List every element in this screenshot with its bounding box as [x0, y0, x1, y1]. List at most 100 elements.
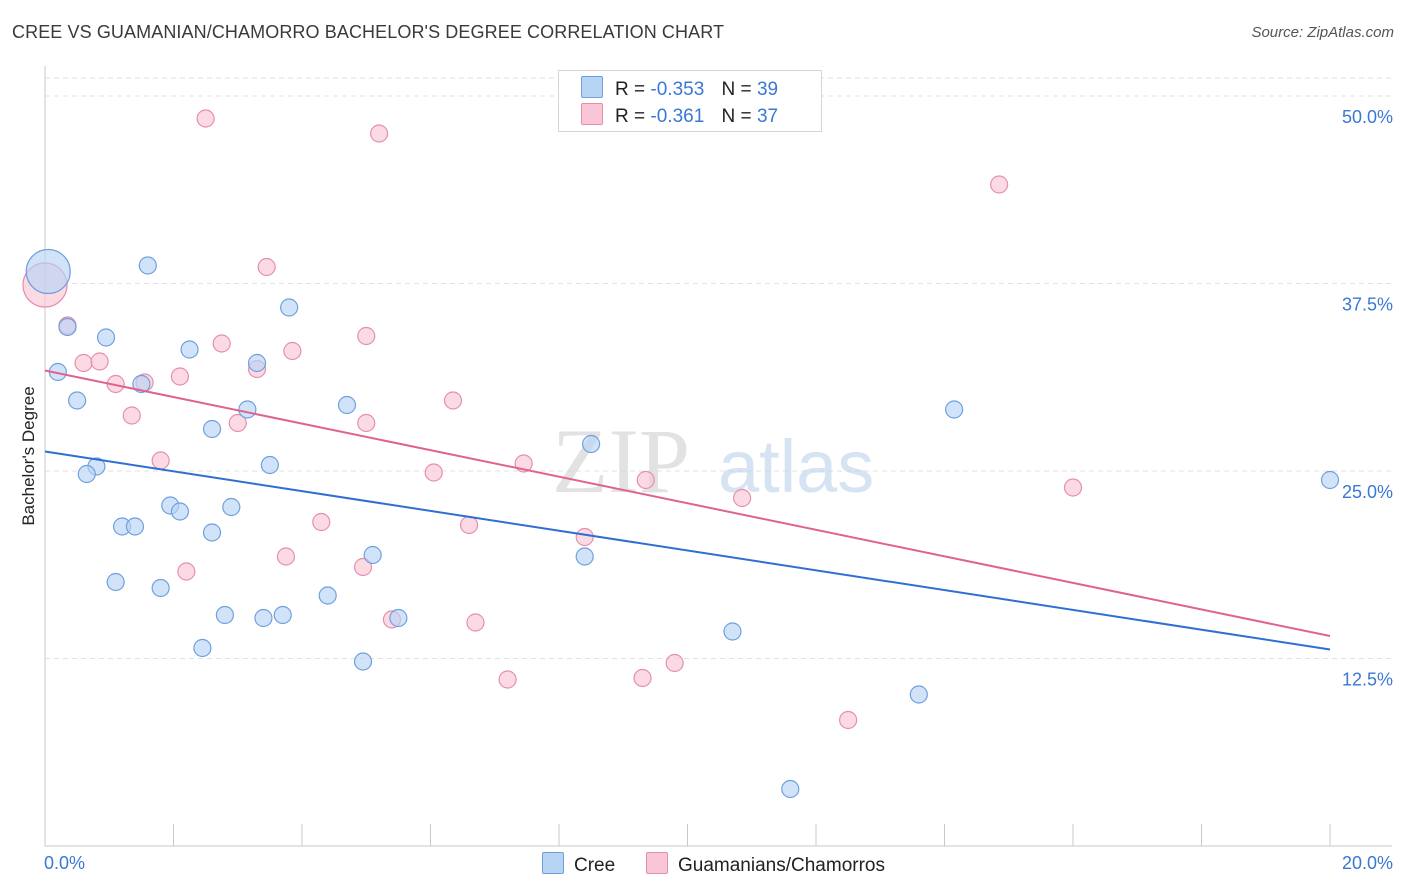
n-label: N =: [721, 79, 752, 100]
cree-point: [215, 605, 234, 625]
guam-point: [466, 613, 485, 632]
n-label: N =: [721, 106, 752, 127]
y-tick-label: 37.5%: [1342, 295, 1393, 315]
y-tick-label: 25.0%: [1342, 482, 1393, 502]
cree-trend-line: [44, 450, 1331, 651]
guam-point: [424, 463, 443, 482]
cree-point: [389, 608, 408, 628]
cree-point: [151, 578, 170, 598]
legend-item-cree[interactable]: Cree: [542, 852, 615, 877]
guam-point: [312, 512, 331, 532]
cree-point: [318, 586, 337, 605]
guam-point: [498, 670, 517, 689]
series-legend: Cree Guamanians/Chamorros: [0, 852, 1406, 876]
guam-point: [839, 710, 858, 730]
cree-point: [125, 517, 145, 536]
cree-point: [353, 652, 373, 671]
guam-trend-line: [44, 369, 1331, 637]
cree-swatch: [581, 76, 603, 98]
legend-label-cree: Cree: [574, 855, 616, 876]
guam-point: [122, 406, 141, 425]
guam-point: [228, 413, 247, 433]
stats-legend: R = -0.353 N = 39 R = -0.361 N = 37: [558, 70, 822, 132]
r-label: R =: [615, 79, 646, 100]
x-tick-label-min: 0.0%: [44, 853, 85, 873]
chart-title: CREE VS GUAMANIAN/CHAMORRO BACHELOR'S DE…: [12, 22, 725, 42]
guam-point: [151, 451, 170, 470]
guam-point: [283, 341, 302, 361]
points-layer: [22, 109, 1340, 799]
guam-point: [353, 557, 373, 577]
cree-point: [1320, 470, 1340, 490]
cree-point: [238, 400, 257, 419]
cree-point: [945, 400, 964, 419]
guam-point: [357, 326, 376, 346]
cree-point: [363, 545, 382, 565]
guam-point: [459, 515, 479, 535]
guam-point: [90, 352, 109, 371]
cree-point: [193, 638, 212, 658]
guam-point: [990, 175, 1009, 194]
guam-point: [665, 653, 684, 673]
watermark: ZIP atlas: [552, 410, 874, 512]
r-value: -0.353: [650, 79, 705, 100]
y-tick-label: 12.5%: [1342, 670, 1393, 690]
y-tick-label: 50.0%: [1342, 107, 1393, 127]
cree-point: [575, 547, 594, 566]
cree-point: [247, 353, 267, 373]
cree-point: [106, 572, 125, 592]
guam-swatch: [581, 103, 603, 125]
guam-point: [443, 391, 463, 410]
cree-point: [202, 419, 222, 439]
grid-layer: [45, 77, 1392, 659]
guam-point: [276, 547, 296, 566]
cree-point: [222, 497, 241, 517]
guam-point: [633, 668, 652, 688]
cree-swatch: [542, 852, 564, 874]
cree-point: [202, 523, 222, 542]
guam-point: [170, 367, 190, 386]
cree-point: [909, 685, 928, 704]
source-label: Source: ZipAtlas.com: [1251, 24, 1394, 41]
guam-point: [212, 334, 231, 353]
guam-point: [74, 353, 93, 373]
cree-point: [96, 328, 116, 347]
cree-point: [25, 248, 71, 295]
guam-point: [575, 527, 594, 547]
r-label: R =: [615, 106, 646, 127]
guam-point: [370, 124, 389, 143]
cree-point: [280, 298, 299, 317]
cree-point: [254, 608, 273, 628]
r-value: -0.361: [650, 106, 705, 127]
trend-layer: [44, 369, 1331, 651]
axis-layer: 12.5% 25.0% 37.5% 50.0% 0.0% 20.0%: [44, 66, 1393, 873]
cree-point: [58, 317, 77, 337]
guam-point: [177, 562, 196, 581]
n-value: 37: [756, 106, 779, 127]
guam-point: [257, 257, 276, 277]
cree-point: [337, 395, 357, 415]
watermark-zip: ZIP: [552, 410, 690, 512]
guam-point: [1063, 478, 1083, 497]
guam-point: [636, 470, 655, 490]
cree-point: [170, 502, 190, 521]
cree-point: [180, 340, 199, 359]
guam-point: [196, 109, 215, 128]
n-value: 39: [756, 79, 779, 100]
cree-point: [138, 256, 157, 275]
y-axis-label: Bachelor's Degree: [19, 386, 38, 525]
cree-point: [68, 391, 87, 410]
guam-swatch: [646, 852, 668, 874]
cree-point: [77, 464, 96, 484]
stats-row-cree: R = -0.353 N = 39: [581, 76, 778, 102]
stats-row-guam: R = -0.361 N = 37: [581, 103, 778, 129]
cree-point: [723, 622, 742, 641]
cree-point: [273, 605, 292, 625]
guam-point: [357, 413, 376, 433]
cree-point: [582, 434, 601, 454]
cree-point: [260, 455, 279, 475]
x-tick-label-max: 20.0%: [1342, 853, 1393, 873]
cree-point: [132, 374, 151, 394]
legend-item-guam[interactable]: Guamanians/Chamorros: [646, 852, 885, 877]
